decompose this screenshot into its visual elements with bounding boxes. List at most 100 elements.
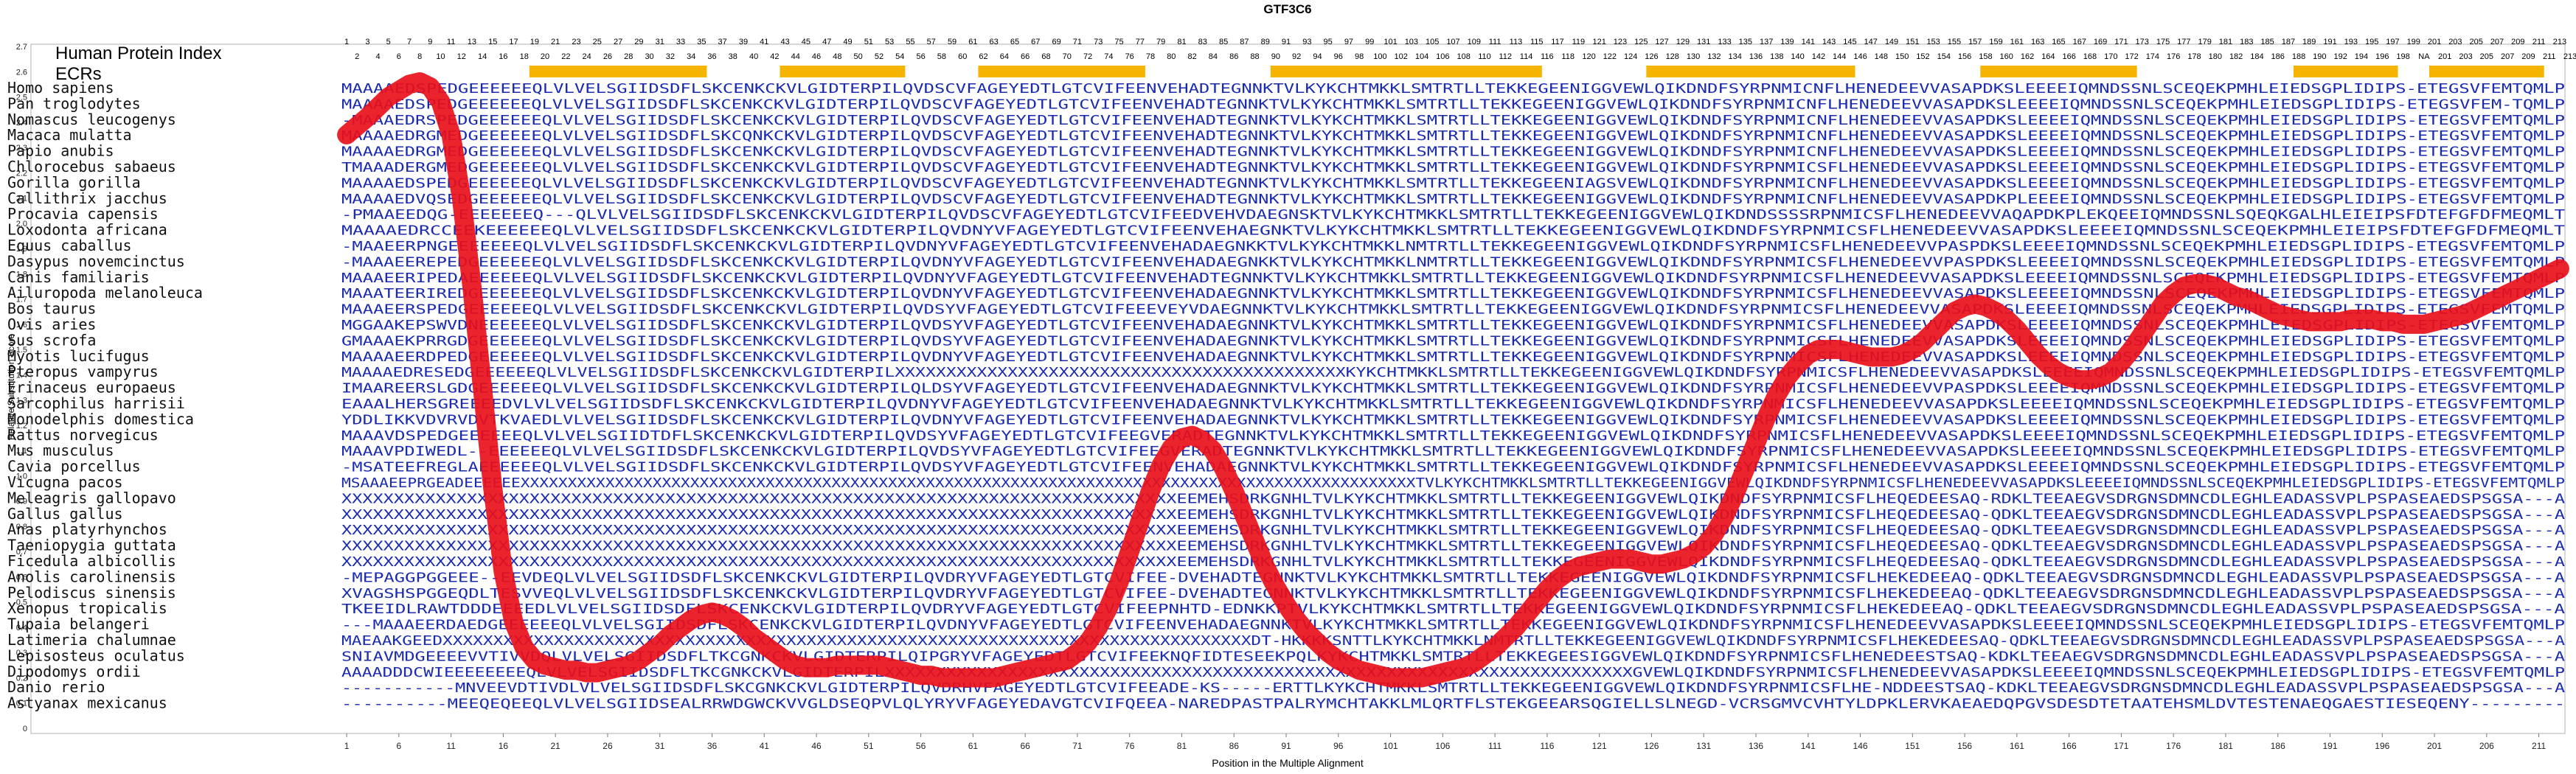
x-tick-label: 131 bbox=[1696, 741, 1711, 751]
human-index-label: 196 bbox=[2375, 52, 2389, 61]
human-index-label: 129 bbox=[1676, 38, 1690, 46]
human-index-label: 211 bbox=[2543, 52, 2556, 61]
human-index-label: 85 bbox=[1219, 38, 1228, 46]
species-name: Rattus norvegicus bbox=[7, 426, 159, 444]
human-index-label: 150 bbox=[1895, 52, 1909, 61]
human-index-label: 81 bbox=[1177, 38, 1186, 46]
human-index-label: 16 bbox=[499, 52, 507, 61]
human-index-label: 43 bbox=[780, 38, 789, 46]
species-name: Canis familiaris bbox=[7, 268, 150, 286]
human-index-label: 13 bbox=[468, 38, 476, 46]
human-index-label: 117 bbox=[1551, 38, 1564, 46]
human-index-label: 86 bbox=[1229, 52, 1238, 61]
human-index-label: 58 bbox=[937, 52, 946, 61]
human-index-label: 110 bbox=[1478, 52, 1491, 61]
species-name: Equus caballus bbox=[7, 237, 132, 254]
y-tick-label: 2.4 bbox=[16, 119, 27, 128]
y-tick-label: 0.8 bbox=[16, 523, 27, 531]
chart-title: GTF3C6 bbox=[1263, 2, 1311, 16]
human-index-label: 148 bbox=[1875, 52, 1888, 61]
human-index-label: 131 bbox=[1697, 38, 1710, 46]
human-index-label: 82 bbox=[1188, 52, 1197, 61]
x-tick-label: 31 bbox=[655, 741, 665, 751]
human-index-label: 109 bbox=[1468, 38, 1481, 46]
human-index-label: 134 bbox=[1729, 52, 1742, 61]
human-index-label: 160 bbox=[2000, 52, 2013, 61]
species-name: Procavia capensis bbox=[7, 205, 159, 223]
human-index-label: 153 bbox=[1926, 38, 1940, 46]
x-axis-label: Position in the Multiple Alignment bbox=[1212, 757, 1364, 769]
human-index-label: 158 bbox=[1979, 52, 1992, 61]
human-index-label: 97 bbox=[1344, 38, 1353, 46]
ecr-bar bbox=[2429, 66, 2544, 77]
human-index-label: 193 bbox=[2344, 38, 2358, 46]
y-tick-label: 1.9 bbox=[16, 245, 27, 254]
x-tick-label: 121 bbox=[1592, 741, 1607, 751]
y-tick-label: 2.2 bbox=[16, 169, 27, 178]
sequence-row: GMAAAEKPRRGDGEEEEEEQLVLVELSGIIDSDFLSKCEN… bbox=[341, 333, 2565, 349]
human-index-label: 139 bbox=[1780, 38, 1794, 46]
human-index-label: 120 bbox=[1582, 52, 1595, 61]
human-index-label: 156 bbox=[1958, 52, 1971, 61]
human-index-label: 182 bbox=[2229, 52, 2243, 61]
human-index-label: 165 bbox=[2052, 38, 2065, 46]
y-tick-label: 2.5 bbox=[16, 94, 27, 102]
human-index-label: 147 bbox=[1864, 38, 1878, 46]
species-name: Dasypus novemcinctus bbox=[7, 252, 185, 270]
human-index-label: 47 bbox=[822, 38, 831, 46]
human-index-label: 102 bbox=[1395, 52, 1408, 61]
sequence-row: MAAAAEERDPEDGEEEEEEQLVLVELSGIIDSDFLSKCEN… bbox=[341, 349, 2565, 365]
x-tick-label: 136 bbox=[1749, 741, 1763, 751]
human-index-label: 127 bbox=[1655, 38, 1668, 46]
human-index-label: 183 bbox=[2240, 38, 2253, 46]
human-index-label: 205 bbox=[2480, 52, 2493, 61]
y-axis-label: Relative Substitution Score bbox=[6, 334, 16, 440]
human-index-label: 191 bbox=[2323, 38, 2336, 46]
sequence-row: MAAAAEDSPEDGEEEEEEQLVLVELSGIIDSDFLSKCENK… bbox=[341, 97, 2565, 112]
human-index-label: 100 bbox=[1373, 52, 1386, 61]
species-name: Anolis carolinensis bbox=[7, 568, 176, 585]
y-tick-label: 0.4 bbox=[16, 624, 27, 632]
x-tick-label: 86 bbox=[1229, 741, 1240, 751]
sequence-row: -MSATEEFREGLAEEEEEEQLVLVELSGIIDSDFLSKCEN… bbox=[341, 460, 2565, 475]
x-tick-label: 126 bbox=[1644, 741, 1659, 751]
human-index-label: 56 bbox=[916, 52, 925, 61]
y-tick-label: 0.9 bbox=[16, 498, 27, 506]
sequence-row: XXXXXXXXXXXXXXXXXXXXXXXXXXXXXXXXXXXXXXXX… bbox=[341, 554, 2565, 570]
human-index-label: 46 bbox=[812, 52, 821, 61]
human-index-label: 125 bbox=[1634, 38, 1648, 46]
ecr-bar bbox=[978, 66, 1145, 77]
y-tick-label: 0 bbox=[23, 725, 27, 733]
species-name: Tupaia belangeri bbox=[7, 616, 150, 633]
human-index-label: 151 bbox=[1906, 38, 1919, 46]
ecrs-label: ECRs bbox=[55, 64, 102, 84]
human-index-label: 93 bbox=[1302, 38, 1311, 46]
x-tick-label: 191 bbox=[2322, 741, 2337, 751]
human-index-label: 188 bbox=[2292, 52, 2305, 61]
human-index-label: 137 bbox=[1760, 38, 1773, 46]
human-index-label: 11 bbox=[447, 38, 455, 46]
human-index-label: 24 bbox=[583, 52, 591, 61]
human-index-label: 168 bbox=[2083, 52, 2097, 61]
sequence-row: MAEAAKGEEDXXXXXXXXXXXXXXXXXXXXXXXXXXXXXX… bbox=[341, 633, 2565, 649]
human-index-label: 145 bbox=[1843, 38, 1856, 46]
human-index-label: 203 bbox=[2459, 52, 2472, 61]
y-tick-label: 0.7 bbox=[16, 548, 27, 557]
species-name: Nomascus leucogenys bbox=[7, 111, 176, 128]
x-tick-label: 41 bbox=[760, 741, 770, 751]
human-index-label: 32 bbox=[666, 52, 675, 61]
x-tick-label: 76 bbox=[1125, 741, 1135, 751]
ecr-bar bbox=[1980, 66, 2137, 77]
species-name: Mus musculus bbox=[7, 442, 114, 459]
human-index-label: 36 bbox=[707, 52, 716, 61]
x-tick-label: 181 bbox=[2218, 741, 2233, 751]
human-index-label: 213 bbox=[2553, 38, 2566, 46]
ecr-bar bbox=[529, 66, 707, 77]
human-index-label: 17 bbox=[509, 38, 518, 46]
human-index-label: 175 bbox=[2156, 38, 2170, 46]
y-tick-label: 2.1 bbox=[16, 195, 27, 203]
human-index-label: 213 bbox=[2563, 52, 2576, 61]
human-index-label: 174 bbox=[2146, 52, 2159, 61]
y-tick-label: 2.3 bbox=[16, 144, 27, 153]
sequence-row: MAAAEERIPEDAEEEEEEQLVLVELSGIIDSDFLSKCENK… bbox=[341, 271, 2565, 286]
